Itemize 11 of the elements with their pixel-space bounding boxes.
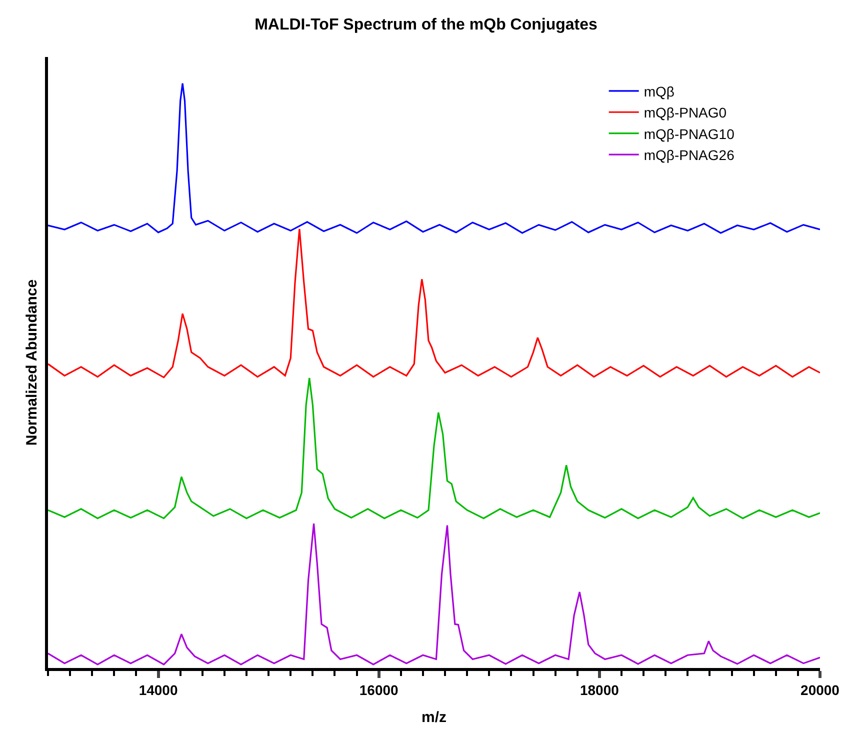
- legend-label: mQβ: [644, 83, 674, 100]
- legend-label: mQβ-PNAG10: [644, 126, 735, 142]
- legend-label: mQβ-PNAG0: [644, 104, 727, 121]
- x-axis-title: m/z: [421, 708, 447, 726]
- legend-label: mQβ-PNAG26: [644, 146, 735, 163]
- x-tick-label: 14000: [138, 682, 178, 698]
- y-axis-title: Normalized Abundance: [23, 279, 40, 446]
- x-tick-label: 16000: [359, 682, 399, 698]
- x-tick-label: 20000: [800, 682, 840, 698]
- x-tick-label: 18000: [580, 682, 620, 698]
- chart-title: MALDI-ToF Spectrum of the mQb Conjugates: [254, 16, 598, 34]
